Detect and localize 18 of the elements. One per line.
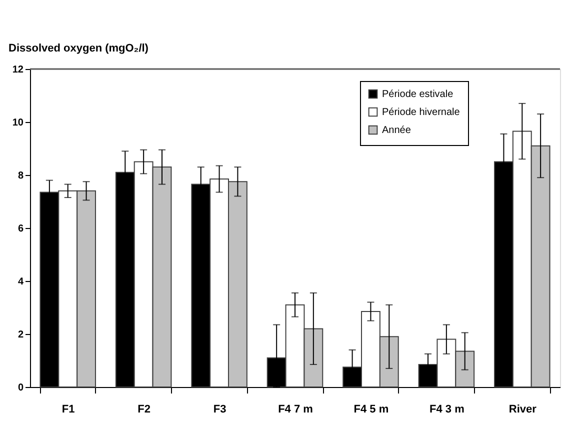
legend-label: Année: [382, 125, 412, 136]
legend-label: Période hivernale: [382, 107, 460, 118]
x-tick-label: F3: [213, 404, 226, 416]
y-tick-label: 12: [12, 64, 24, 76]
y-tick-label: 2: [18, 330, 24, 340]
legend-label: Période estivale: [382, 89, 454, 100]
x-tick-label: River: [508, 404, 538, 416]
x-tick-label: F2: [138, 404, 150, 416]
y-tick-label: 6: [18, 224, 24, 234]
x-tick-label: F4 3 m: [430, 404, 465, 416]
y-tick-label: 8: [18, 170, 24, 182]
x-tick-label: F4 5 m: [354, 404, 389, 416]
y-tick-label: 4: [18, 276, 24, 288]
y-tick-label: 0: [18, 382, 24, 394]
x-tick-label: F4 7 m: [278, 404, 314, 416]
y-axis-title: Dissolved oxygen (mgO₂/l): [8, 42, 149, 54]
y-tick-label: 10: [12, 118, 24, 128]
x-tick-label: F1: [62, 404, 75, 416]
